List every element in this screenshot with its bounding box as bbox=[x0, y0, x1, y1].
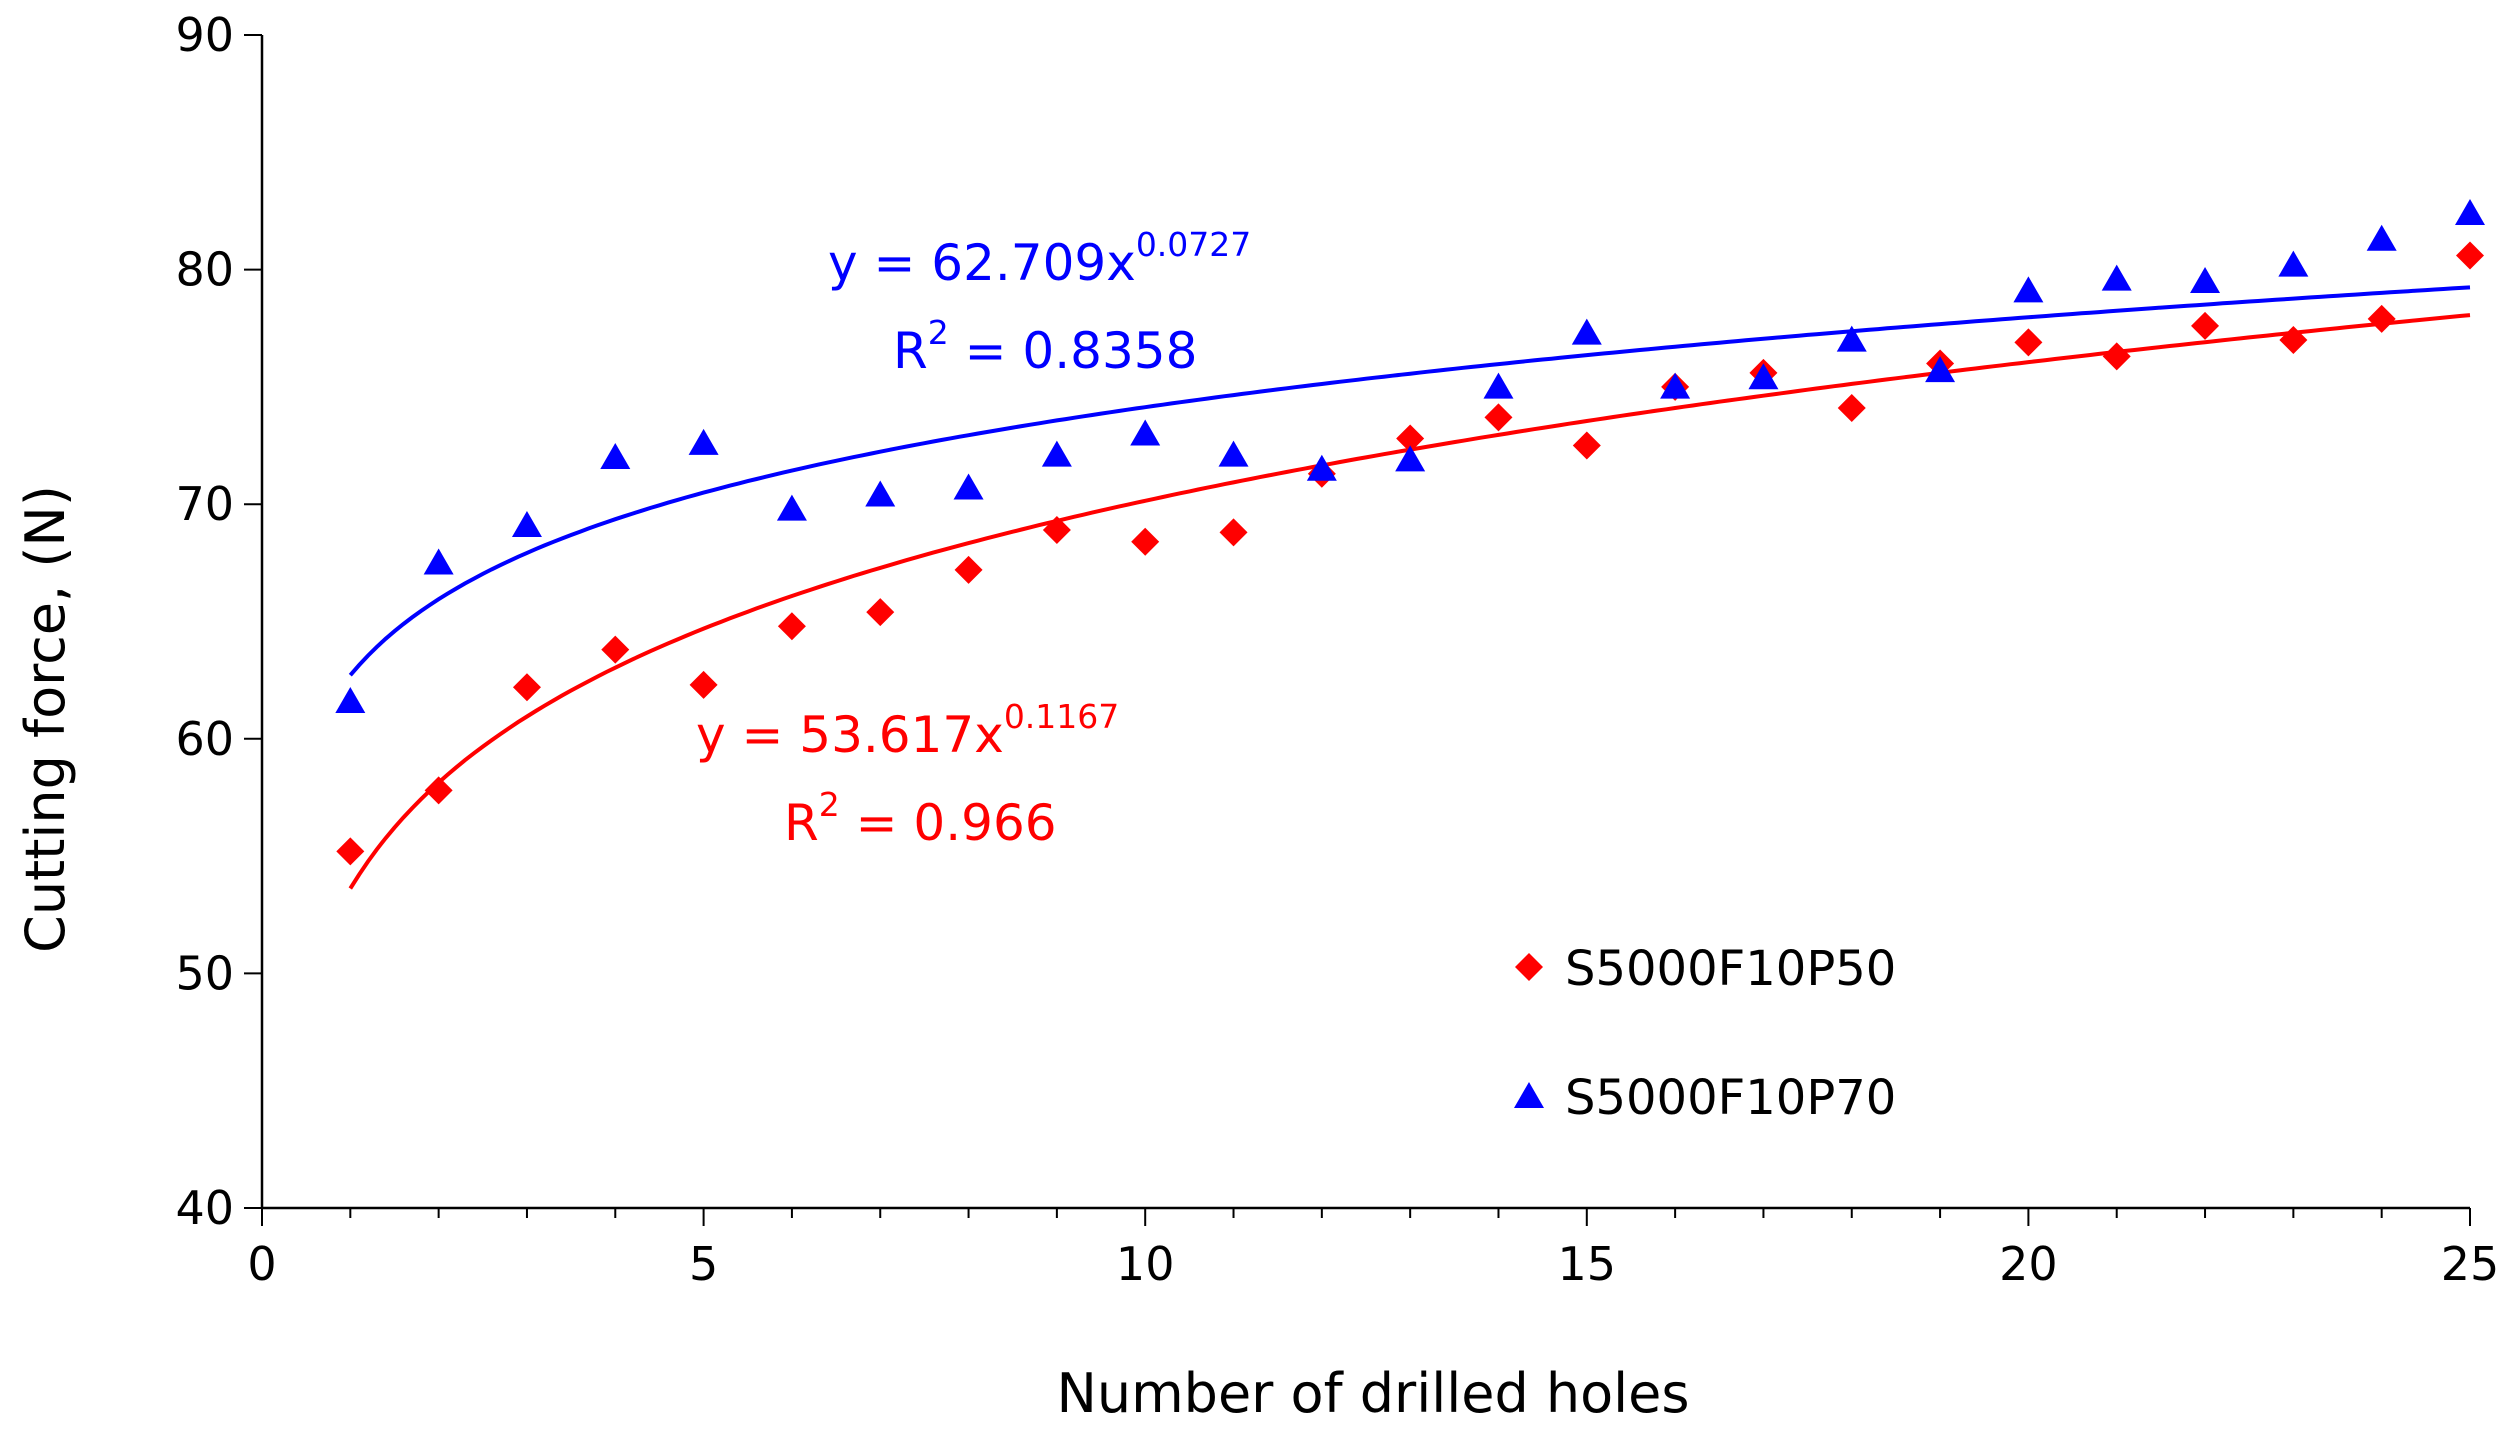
data-point-diamond bbox=[512, 673, 541, 702]
legend: S5000F10P50 S5000F10P70 bbox=[1514, 941, 1896, 1126]
r2-p70-text: R2 = 0.8358 bbox=[893, 313, 1197, 380]
data-point-diamond bbox=[689, 670, 718, 699]
data-point-triangle bbox=[1660, 372, 1691, 399]
data-point-triangle bbox=[2013, 276, 2044, 303]
data-point-triangle bbox=[1218, 440, 1249, 467]
data-point-diamond bbox=[1131, 527, 1160, 556]
data-point-triangle bbox=[1836, 325, 1867, 352]
y-tick-label: 80 bbox=[175, 243, 234, 297]
data-point-triangle bbox=[2190, 267, 2221, 294]
data-point-triangle bbox=[1925, 356, 1956, 383]
equation-p70-text: y = 62.709x0.0727 bbox=[828, 225, 1251, 292]
y-axis-ticks: 40 50 60 70 80 90 bbox=[175, 8, 262, 1235]
data-point-triangle bbox=[1483, 372, 1514, 399]
x-tick-label: 0 bbox=[247, 1237, 276, 1291]
y-tick-label: 70 bbox=[175, 477, 234, 531]
data-point-diamond bbox=[2191, 311, 2220, 340]
data-point-diamond bbox=[1572, 431, 1601, 460]
equation-p50: y = 53.617x0.1167 R2 = 0.966 bbox=[696, 697, 1119, 852]
x-tick-label: 15 bbox=[1558, 1237, 1617, 1291]
trendlines bbox=[348, 285, 2471, 890]
data-point-triangle bbox=[1571, 318, 1602, 345]
axes bbox=[260, 35, 2470, 1210]
r2-p50-text: R2 = 0.966 bbox=[784, 785, 1057, 852]
legend-triangle-marker bbox=[1514, 1082, 1544, 1108]
data-point-triangle bbox=[2101, 264, 2132, 291]
data-point-diamond bbox=[1396, 424, 1425, 453]
equation-p50-text: y = 53.617x0.1167 bbox=[696, 697, 1119, 764]
data-point-diamond bbox=[1837, 394, 1866, 423]
x-tick-label: 10 bbox=[1116, 1237, 1175, 1291]
data-point-triangle bbox=[865, 480, 896, 507]
x-tick-label: 20 bbox=[1999, 1237, 2058, 1291]
data-point-triangle bbox=[2366, 224, 2397, 251]
data-point-triangle bbox=[1130, 419, 1161, 446]
legend-diamond-marker bbox=[1515, 953, 1543, 981]
y-tick-label: 90 bbox=[175, 8, 234, 62]
data-point-triangle bbox=[1395, 445, 1426, 472]
data-point-diamond bbox=[2367, 304, 2396, 333]
y-axis-title: Cutting force, (N) bbox=[14, 485, 77, 953]
data-point-triangle bbox=[776, 494, 807, 521]
data-point-diamond bbox=[1484, 403, 1513, 432]
data-point-triangle bbox=[423, 548, 454, 575]
data-markers bbox=[335, 198, 2485, 866]
equation-p70: y = 62.709x0.0727 R2 = 0.8358 bbox=[828, 225, 1251, 380]
data-point-diamond bbox=[2102, 342, 2131, 371]
data-point-triangle bbox=[2278, 250, 2309, 277]
x-tick-label: 25 bbox=[2441, 1237, 2500, 1291]
data-point-triangle bbox=[688, 428, 719, 455]
data-point-triangle bbox=[1748, 363, 1779, 390]
data-point-diamond bbox=[866, 598, 895, 627]
data-point-triangle bbox=[511, 511, 542, 538]
data-point-triangle bbox=[1306, 454, 1337, 481]
data-point-diamond bbox=[1042, 516, 1071, 545]
data-point-triangle bbox=[953, 473, 984, 500]
data-point-diamond bbox=[601, 635, 630, 664]
x-axis-title: Number of drilled holes bbox=[1056, 1362, 1689, 1425]
legend-item-p70: S5000F10P70 bbox=[1514, 1070, 1896, 1126]
trendline-p50 bbox=[348, 313, 2471, 890]
legend-label-p50: S5000F10P50 bbox=[1565, 941, 1896, 997]
trendline-p70 bbox=[348, 285, 2471, 677]
y-tick-label: 40 bbox=[175, 1181, 234, 1235]
data-point-diamond bbox=[2279, 325, 2308, 354]
data-point-diamond bbox=[2456, 241, 2484, 270]
data-point-diamond bbox=[336, 837, 365, 866]
data-point-diamond bbox=[1219, 518, 1248, 547]
data-point-diamond bbox=[954, 555, 983, 584]
legend-label-p70: S5000F10P70 bbox=[1565, 1070, 1896, 1126]
data-point-triangle bbox=[335, 686, 366, 713]
data-point-diamond bbox=[424, 776, 453, 805]
x-tick-label: 5 bbox=[689, 1237, 718, 1291]
data-point-triangle bbox=[1041, 440, 1072, 467]
x-axis-ticks: 0 5 10 15 20 25 bbox=[247, 1208, 2499, 1291]
y-tick-label: 50 bbox=[175, 946, 234, 1000]
data-point-triangle bbox=[600, 442, 631, 469]
legend-item-p50: S5000F10P50 bbox=[1515, 941, 1896, 997]
data-point-diamond bbox=[2014, 328, 2043, 357]
data-point-diamond bbox=[777, 612, 806, 641]
y-tick-label: 60 bbox=[175, 712, 234, 766]
data-point-triangle bbox=[2455, 198, 2485, 225]
